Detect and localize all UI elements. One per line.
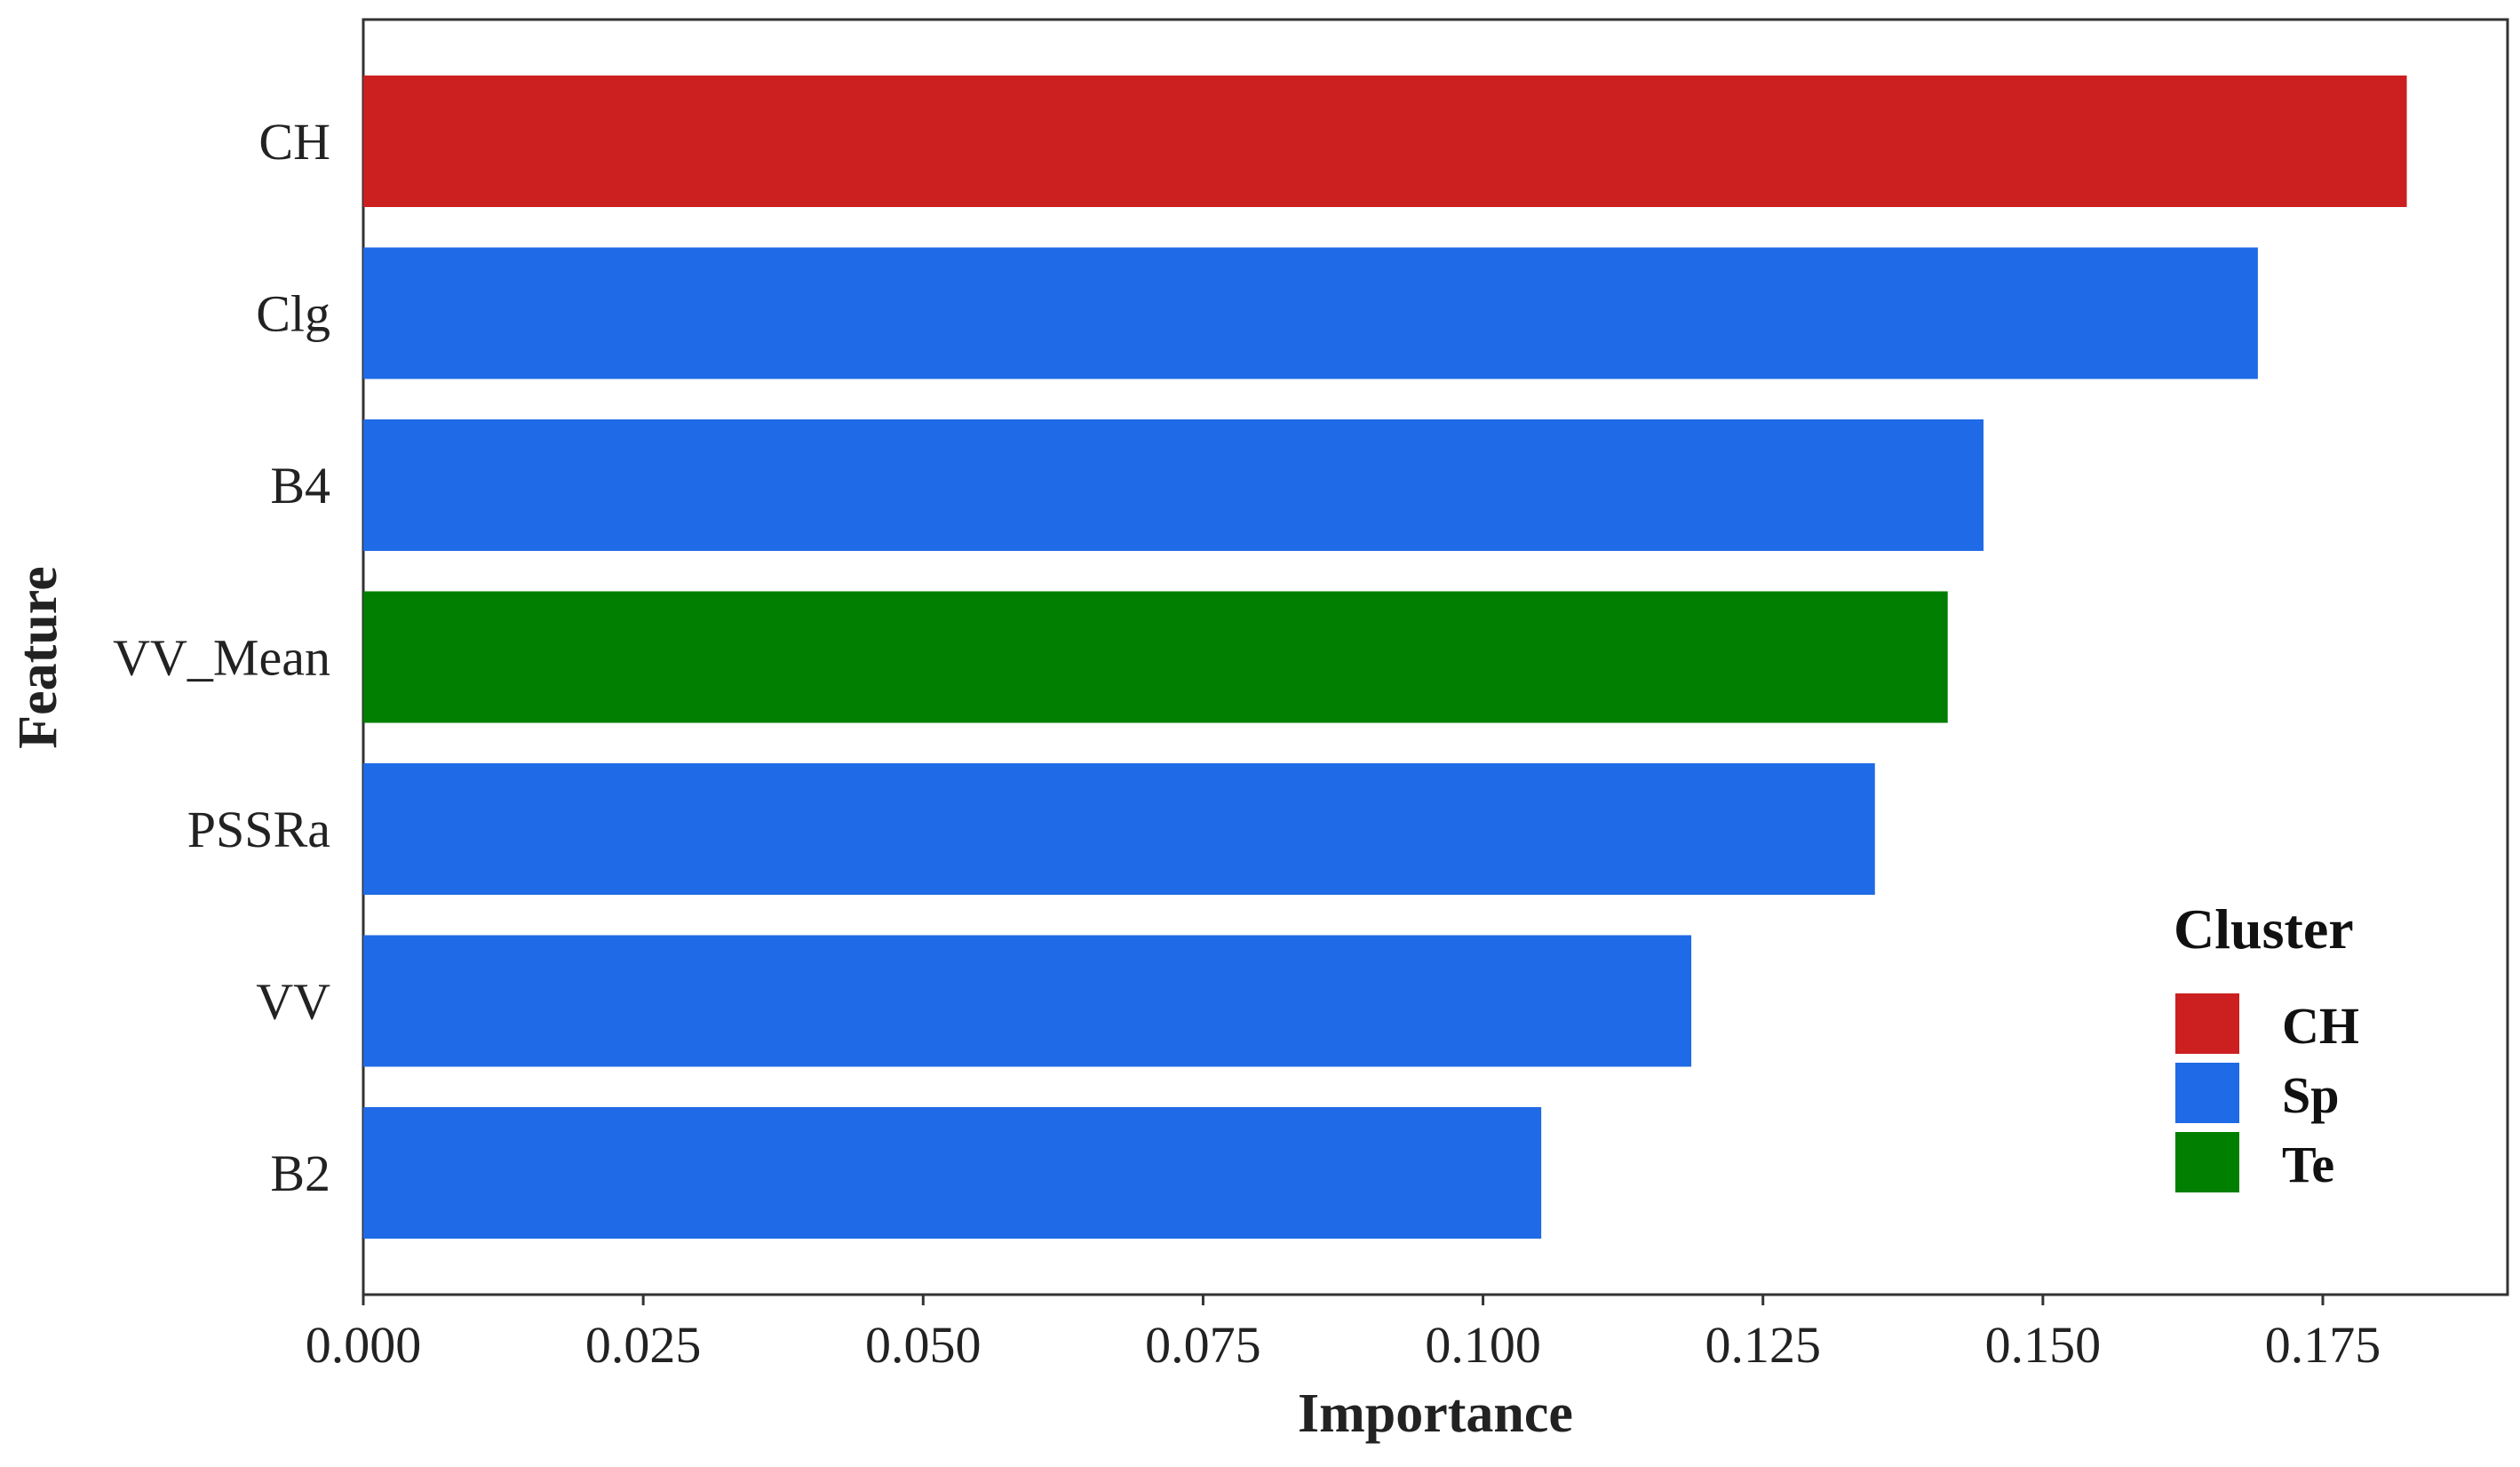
x-tick-label: 0.100 bbox=[1425, 1316, 1541, 1374]
legend-label-sp: Sp bbox=[2282, 1066, 2340, 1124]
x-tick-label: 0.075 bbox=[1145, 1316, 1261, 1374]
legend-key-ch bbox=[2175, 993, 2239, 1054]
y-tick-label-b2: B2 bbox=[270, 1144, 330, 1202]
y-axis-title: Feature bbox=[8, 566, 68, 748]
y-tick-labels: CH Clg B4 VV_Mean PSSRa VV B2 bbox=[113, 113, 330, 1202]
legend: Cluster CH Sp Te bbox=[2174, 897, 2359, 1193]
y-tick-label-vv: VV bbox=[256, 973, 330, 1031]
x-tick-label: 0.125 bbox=[1705, 1316, 1821, 1374]
bar-b2 bbox=[363, 1107, 1542, 1239]
bar-ch bbox=[363, 76, 2407, 207]
y-tick-label-pssra: PSSRa bbox=[187, 801, 330, 858]
x-axis-ticks: 0.000 0.025 0.050 0.075 0.100 0.125 0.150 0.175 bbox=[306, 1295, 2381, 1374]
x-axis-title: Importance bbox=[1298, 1383, 1573, 1444]
y-tick-label-b4: B4 bbox=[270, 457, 330, 514]
x-tick-label: 0.150 bbox=[1985, 1316, 2102, 1374]
bar-clg bbox=[363, 247, 2258, 379]
legend-title: Cluster bbox=[2174, 897, 2354, 961]
legend-key-te bbox=[2175, 1132, 2239, 1192]
y-tick-label-vv-mean: VV_Mean bbox=[113, 629, 330, 687]
y-tick-label-clg: Clg bbox=[256, 285, 330, 343]
bar-vv-mean bbox=[363, 591, 1948, 723]
y-tick-label-ch: CH bbox=[258, 113, 330, 171]
x-tick-label: 0.050 bbox=[865, 1316, 982, 1374]
x-tick-label: 0.025 bbox=[585, 1316, 702, 1374]
bars-group bbox=[363, 76, 2407, 1239]
legend-label-te: Te bbox=[2282, 1136, 2334, 1193]
bar-vv bbox=[363, 935, 1692, 1067]
legend-key-sp bbox=[2175, 1063, 2239, 1123]
bar-b4 bbox=[363, 419, 1984, 551]
x-tick-label: 0.000 bbox=[306, 1316, 422, 1374]
bar-pssra bbox=[363, 763, 1875, 895]
legend-label-ch: CH bbox=[2282, 997, 2359, 1055]
x-tick-label: 0.175 bbox=[2265, 1316, 2381, 1374]
legend-items: CH Sp Te bbox=[2175, 993, 2359, 1193]
